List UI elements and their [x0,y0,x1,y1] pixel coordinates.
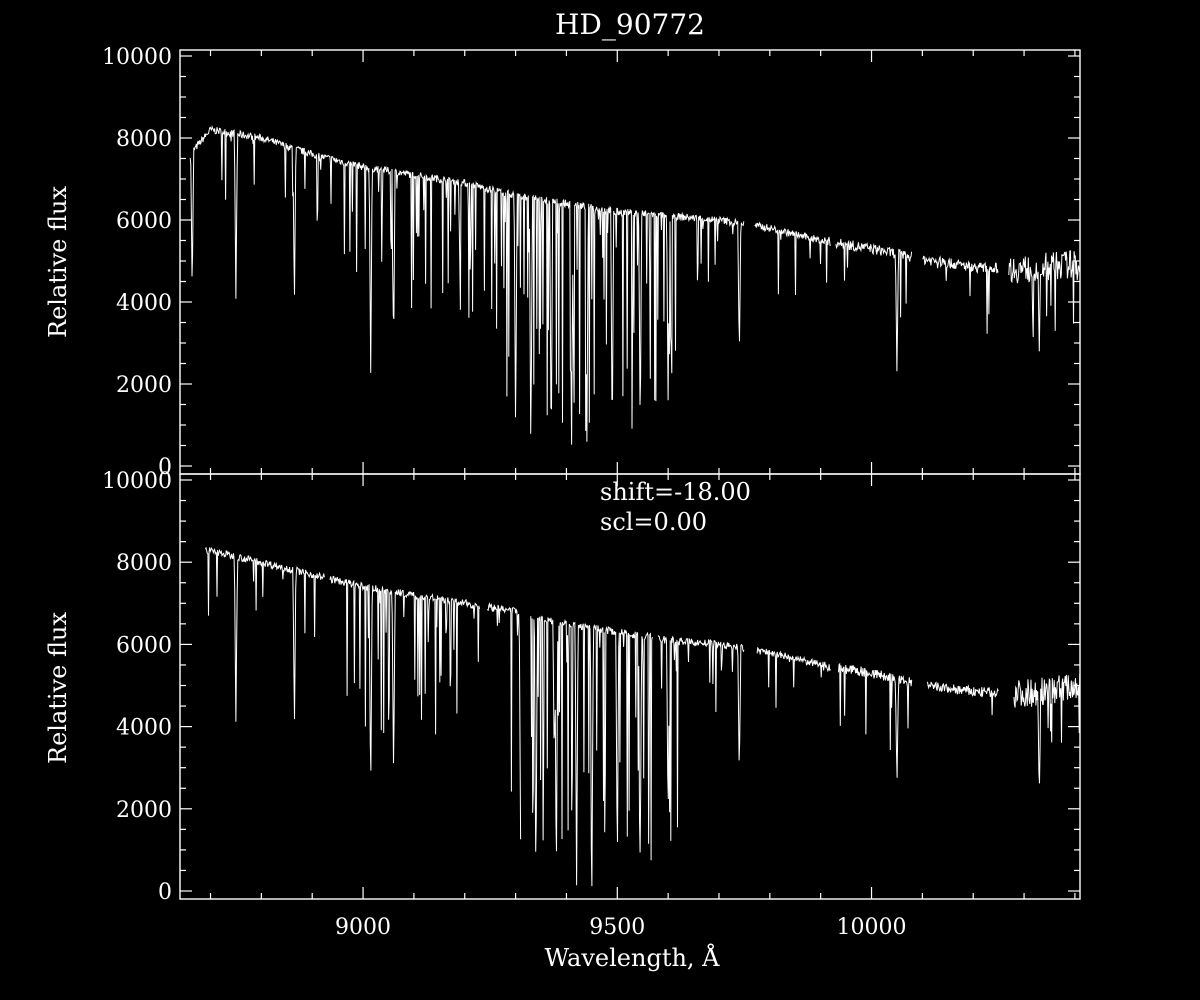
x-tick-label: 9000 [335,915,391,940]
spectrum-segment-1-6 [838,662,913,778]
y-tick-label: 4000 [116,716,172,741]
spectrum-segment-0-7 [1008,250,1081,352]
y-tick-label: 8000 [116,551,172,576]
spectrum-segment-0-1 [324,154,483,373]
y-tick-label: 10000 [102,45,172,70]
y-tick-label: 6000 [116,633,172,658]
spectrum-segment-0-5 [835,238,913,372]
annotation-scl: scl=0.00 [600,508,707,536]
spectrum-segment-1-2 [487,602,522,840]
x-axis-label: Wavelength, Å [544,943,720,972]
y-tick-label: 2000 [116,798,172,823]
spectrum-segment-0-0 [189,124,325,299]
y-tick-label: 0 [158,455,172,480]
spectrum-segment-0-6 [922,255,999,334]
y-axis-label-bottom: Relative flux [44,612,72,764]
y-tick-label: 6000 [116,209,172,234]
spectrum-segment-0-3 [652,211,745,402]
y-tick-label: 8000 [116,127,172,152]
spectrum-segment-1-3 [530,615,653,887]
spectrum-segment-0-2 [482,185,654,445]
spectrum-segment-0-4 [754,221,831,296]
y-tick-label: 0 [158,880,172,905]
spectrum-segment-1-0 [204,546,325,722]
x-tick-label: 9500 [589,915,645,940]
y-tick-label: 10000 [102,469,172,494]
spectrum-segment-1-1 [329,575,480,771]
y-axis-label-top: Relative flux [44,186,72,338]
spectrum-segment-1-8 [1013,673,1081,784]
spectrum-segment-1-5 [756,646,831,708]
x-tick-label: 10000 [837,915,907,940]
y-tick-label: 2000 [116,373,172,398]
y-tick-label: 4000 [116,291,172,316]
annotation-shift: shift=-18.00 [600,478,751,506]
spectrum-segment-1-4 [657,635,745,841]
spectrum-segment-1-7 [927,681,999,716]
chart-title: HD_90772 [555,8,705,41]
